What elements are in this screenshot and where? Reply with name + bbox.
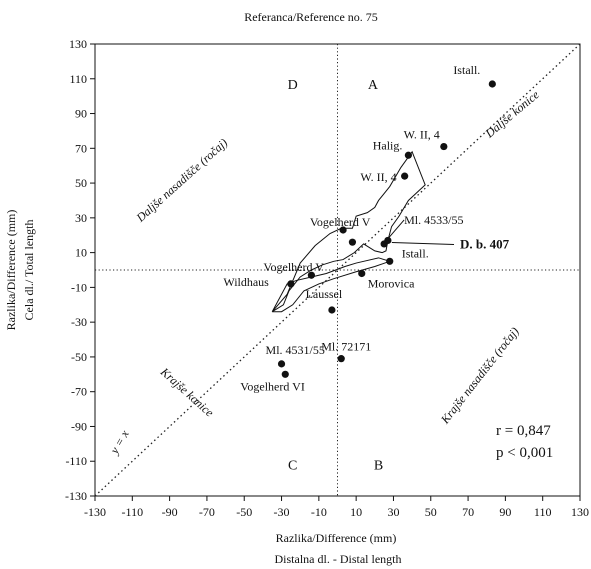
highlight-label: D. b. 407 xyxy=(460,236,510,251)
x-tick-label: 70 xyxy=(462,505,474,519)
y-tick-label: 90 xyxy=(75,107,87,121)
x-tick-label: -110 xyxy=(122,505,144,519)
data-point xyxy=(277,360,286,368)
data-point xyxy=(287,280,295,288)
y-tick-label: -130 xyxy=(65,489,87,503)
y-tick-label: -70 xyxy=(71,385,87,399)
data-point xyxy=(337,355,345,363)
y-tick-label: 50 xyxy=(75,176,87,190)
y-tick-label: 30 xyxy=(75,211,87,225)
y-tick-label: -90 xyxy=(71,419,87,433)
quadrant-c-label: C xyxy=(288,459,297,474)
point-label: Vogelherd V xyxy=(310,215,371,229)
y-tick-label: 10 xyxy=(75,246,87,260)
reference-lines xyxy=(94,43,581,497)
point-label: Ml. 72171 xyxy=(321,340,371,354)
diagonal-label-upper-left: Daljše nasadišče (ročaj) xyxy=(133,136,230,226)
data-point xyxy=(384,236,392,245)
x-tick-label: 90 xyxy=(499,505,511,519)
y-tick-label: -10 xyxy=(71,280,87,294)
point-label: Vogelherd VI xyxy=(240,379,305,393)
data-point xyxy=(328,306,336,314)
data-point xyxy=(488,80,496,88)
x-tick-label: -30 xyxy=(274,505,290,519)
data-point xyxy=(401,172,409,180)
data-point xyxy=(348,238,357,246)
point-label: W. II, 4 xyxy=(360,170,396,184)
point-label: Wildhaus xyxy=(223,275,269,289)
x-tick-label: 30 xyxy=(387,505,399,519)
data-points xyxy=(277,80,496,378)
stat-p: p < 0,001 xyxy=(496,445,553,461)
data-point xyxy=(404,151,412,159)
y-tick-label: -50 xyxy=(71,350,87,364)
point-label: W. II, 4 xyxy=(404,128,440,142)
x-tick-label: -90 xyxy=(162,505,178,519)
point-label: Ml. 4533/55 xyxy=(404,213,463,227)
diagonal-label-lower-right: Krajše nasadišče (ročaj) xyxy=(437,324,521,427)
data-point xyxy=(358,269,366,278)
y-axis-subtitle: Cela dl./ Total length xyxy=(22,220,36,321)
x-tick-label: -50 xyxy=(236,505,252,519)
x-tick-label: 10 xyxy=(350,505,362,519)
data-point xyxy=(440,142,448,151)
highlight-leader-line xyxy=(391,241,455,245)
diagonal-label-upper-right: Daljše konice xyxy=(482,87,543,141)
quadrant-b-label: B xyxy=(374,459,383,474)
data-point xyxy=(281,370,289,378)
x-tick-label: -10 xyxy=(311,505,327,519)
point-label: Ml. 4531/55 xyxy=(266,343,325,357)
diagonal-label-lower-left: Krajše konice xyxy=(157,364,217,420)
y-tick-label: 110 xyxy=(69,72,87,86)
point-label: Vogelherd V xyxy=(263,260,324,274)
y-tick-label: -110 xyxy=(65,454,87,468)
quadrant-d-label: D xyxy=(288,78,298,93)
x-tick-label: -70 xyxy=(199,505,215,519)
y-tick-label: 70 xyxy=(75,141,87,155)
x-tick-label: 130 xyxy=(571,505,589,519)
x-tick-label: 110 xyxy=(534,505,552,519)
x-tick-label: 50 xyxy=(425,505,437,519)
data-point xyxy=(386,257,394,265)
stat-r: r = 0,847 xyxy=(496,423,551,439)
y-tick-label: 130 xyxy=(69,37,87,51)
point-label: Istall. xyxy=(402,246,429,260)
label-leader-line xyxy=(384,219,405,243)
data-point xyxy=(307,271,315,279)
axis-ticks: -130 -110 -90 -70 -50 -30 -10 10 30 50 70 90 110 130 1… xyxy=(65,37,589,519)
point-label: Halig. xyxy=(373,138,403,152)
point-label: Morovica xyxy=(368,276,415,290)
chart-title: Referanca/Reference no. 75 xyxy=(244,10,378,24)
x-axis-title: Razlika/Difference (mm) xyxy=(276,531,397,545)
x-axis-subtitle: Distalna dl. - Distal length xyxy=(275,552,402,566)
point-label: Istall. xyxy=(453,63,480,77)
quadrant-a-label: A xyxy=(368,78,379,93)
x-tick-label: -130 xyxy=(84,505,106,519)
y-axis-title: Razlika/Difference (mm) xyxy=(4,210,18,331)
data-point xyxy=(339,226,347,234)
point-label: Laussel xyxy=(306,287,343,301)
y-tick-label: -30 xyxy=(71,315,87,329)
identity-line-label: y = x xyxy=(107,427,132,457)
